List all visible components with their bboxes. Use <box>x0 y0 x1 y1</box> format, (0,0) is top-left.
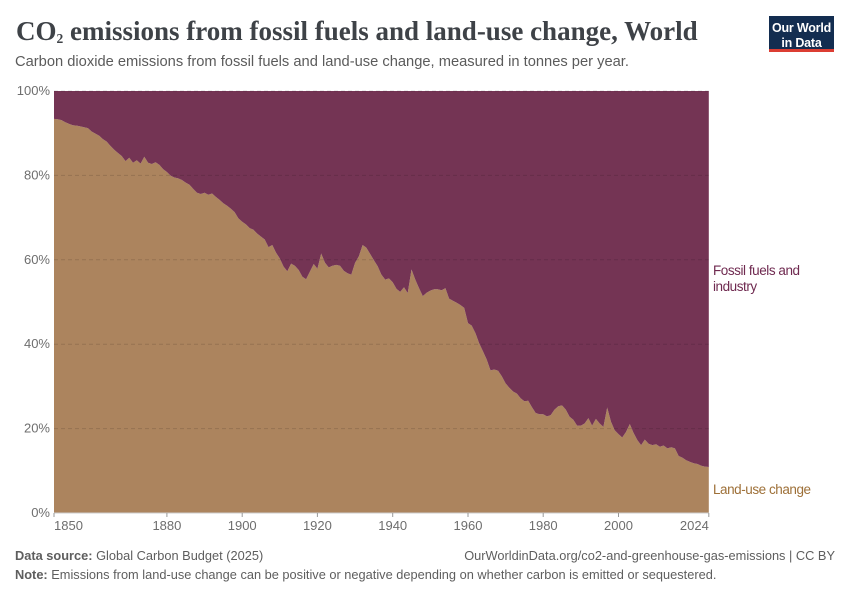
svg-text:1960: 1960 <box>454 518 483 533</box>
svg-text:1940: 1940 <box>378 518 407 533</box>
svg-text:2024: 2024 <box>680 518 709 533</box>
svg-text:40%: 40% <box>24 336 50 351</box>
svg-text:1920: 1920 <box>303 518 332 533</box>
svg-text:2000: 2000 <box>604 518 633 533</box>
svg-text:0%: 0% <box>31 505 50 520</box>
svg-text:60%: 60% <box>24 252 50 267</box>
svg-text:1880: 1880 <box>152 518 181 533</box>
svg-text:80%: 80% <box>24 167 50 182</box>
svg-text:100%: 100% <box>17 83 51 98</box>
svg-text:1980: 1980 <box>529 518 558 533</box>
svg-text:20%: 20% <box>24 421 50 436</box>
svg-text:1900: 1900 <box>228 518 257 533</box>
svg-text:1850: 1850 <box>54 518 83 533</box>
